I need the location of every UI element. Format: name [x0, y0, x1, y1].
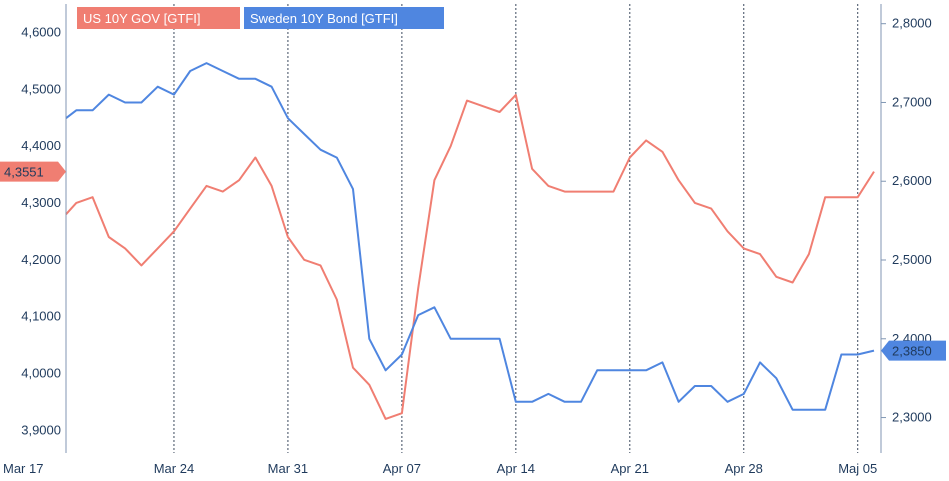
last-value-label: 4,3551: [4, 165, 44, 180]
right-tick-label: 2,3000: [892, 410, 932, 425]
last-value-marker: [881, 340, 946, 361]
legend-swatch: [77, 7, 240, 29]
left-tick-label: 4,6000: [21, 24, 61, 39]
right-tick-label: 2,8000: [892, 16, 932, 31]
left-tick-label: 4,4000: [21, 138, 61, 153]
last-value-label: 2,3850: [892, 344, 932, 359]
left-tick-label: 3,9000: [21, 422, 61, 437]
legend-swatch: [244, 7, 444, 29]
x-tick-label: Mar 31: [268, 461, 308, 476]
last-value-marker: [0, 161, 66, 182]
left-tick-label: 4,3000: [21, 195, 61, 210]
legend-label: US 10Y GOV [GTFI]: [83, 11, 201, 26]
legend: US 10Y GOV [GTFI] Sweden 10Y Bond [GTFI]: [77, 7, 444, 29]
left-tick-label: 4,5000: [21, 81, 61, 96]
x-tick-label: Apr 14: [497, 461, 535, 476]
us-10y-series-line: [65, 93, 875, 420]
last-value-markers: 4,3551 2,3850: [0, 161, 946, 361]
left-tick-label: 4,1000: [21, 309, 61, 324]
right-tick-label: 2,6000: [892, 173, 932, 188]
left-tick-label: 4,2000: [21, 252, 61, 267]
right-tick-label: 2,5000: [892, 252, 932, 267]
legend-label: Sweden 10Y Bond [GTFI]: [250, 11, 398, 26]
x-axis: Mar 17 Mar 24 Mar 31 Apr 07 Apr 14 Apr 21 Apr …: [3, 461, 877, 476]
left-tick-label: 4,0000: [21, 365, 61, 380]
series-layer: [65, 62, 875, 420]
x-tick-label: Maj 05: [838, 461, 877, 476]
x-tick-label: Apr 21: [611, 461, 649, 476]
x-tick-label: Mar 24: [154, 461, 194, 476]
sweden-10y-series-line: [65, 62, 875, 411]
left-axis: 4,6000 4,5000 4,4000 4,3000 4,2000 4,1000 4,00…: [21, 24, 61, 437]
x-tick-label: Mar 17: [3, 461, 43, 476]
x-tick-label: Apr 07: [383, 461, 421, 476]
x-tick-label: Apr 28: [725, 461, 763, 476]
grid-lines: [173, 4, 859, 453]
right-tick-label: 2,7000: [892, 94, 932, 109]
